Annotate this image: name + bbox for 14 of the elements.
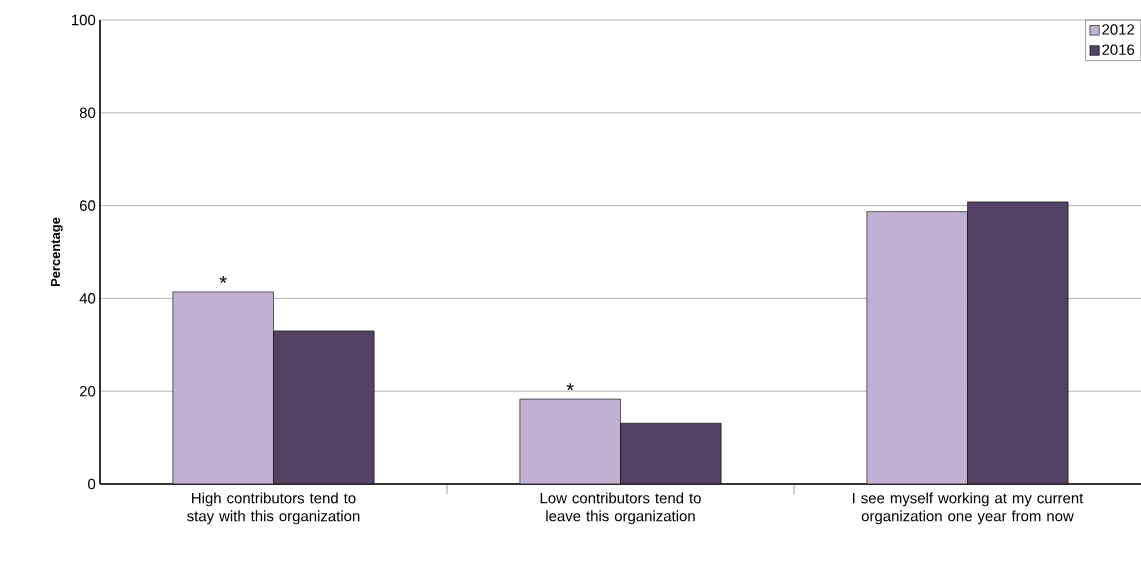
x-tick-label: Low contributors tend to leave this organization: [540, 492, 701, 525]
y-tick-label: 20: [79, 385, 96, 397]
y-tick-label: 80: [79, 107, 96, 119]
legend-label: 2012: [1102, 24, 1135, 35]
annotation: *: [219, 276, 227, 283]
y-tick-label: 60: [79, 200, 96, 211]
y-tick-label: 100: [72, 14, 96, 26]
y-axis-title: Percentage: [51, 217, 63, 287]
y-tick-label: 0: [88, 478, 96, 490]
y-tick-label: 40: [79, 293, 96, 304]
legend-label: 2016: [1102, 44, 1135, 55]
x-tick-label: High contributors tend to stay with this organization: [187, 492, 360, 525]
x-tick-label: I see myself working at my current organization one year from now: [853, 492, 1084, 525]
annotation: *: [566, 383, 574, 391]
